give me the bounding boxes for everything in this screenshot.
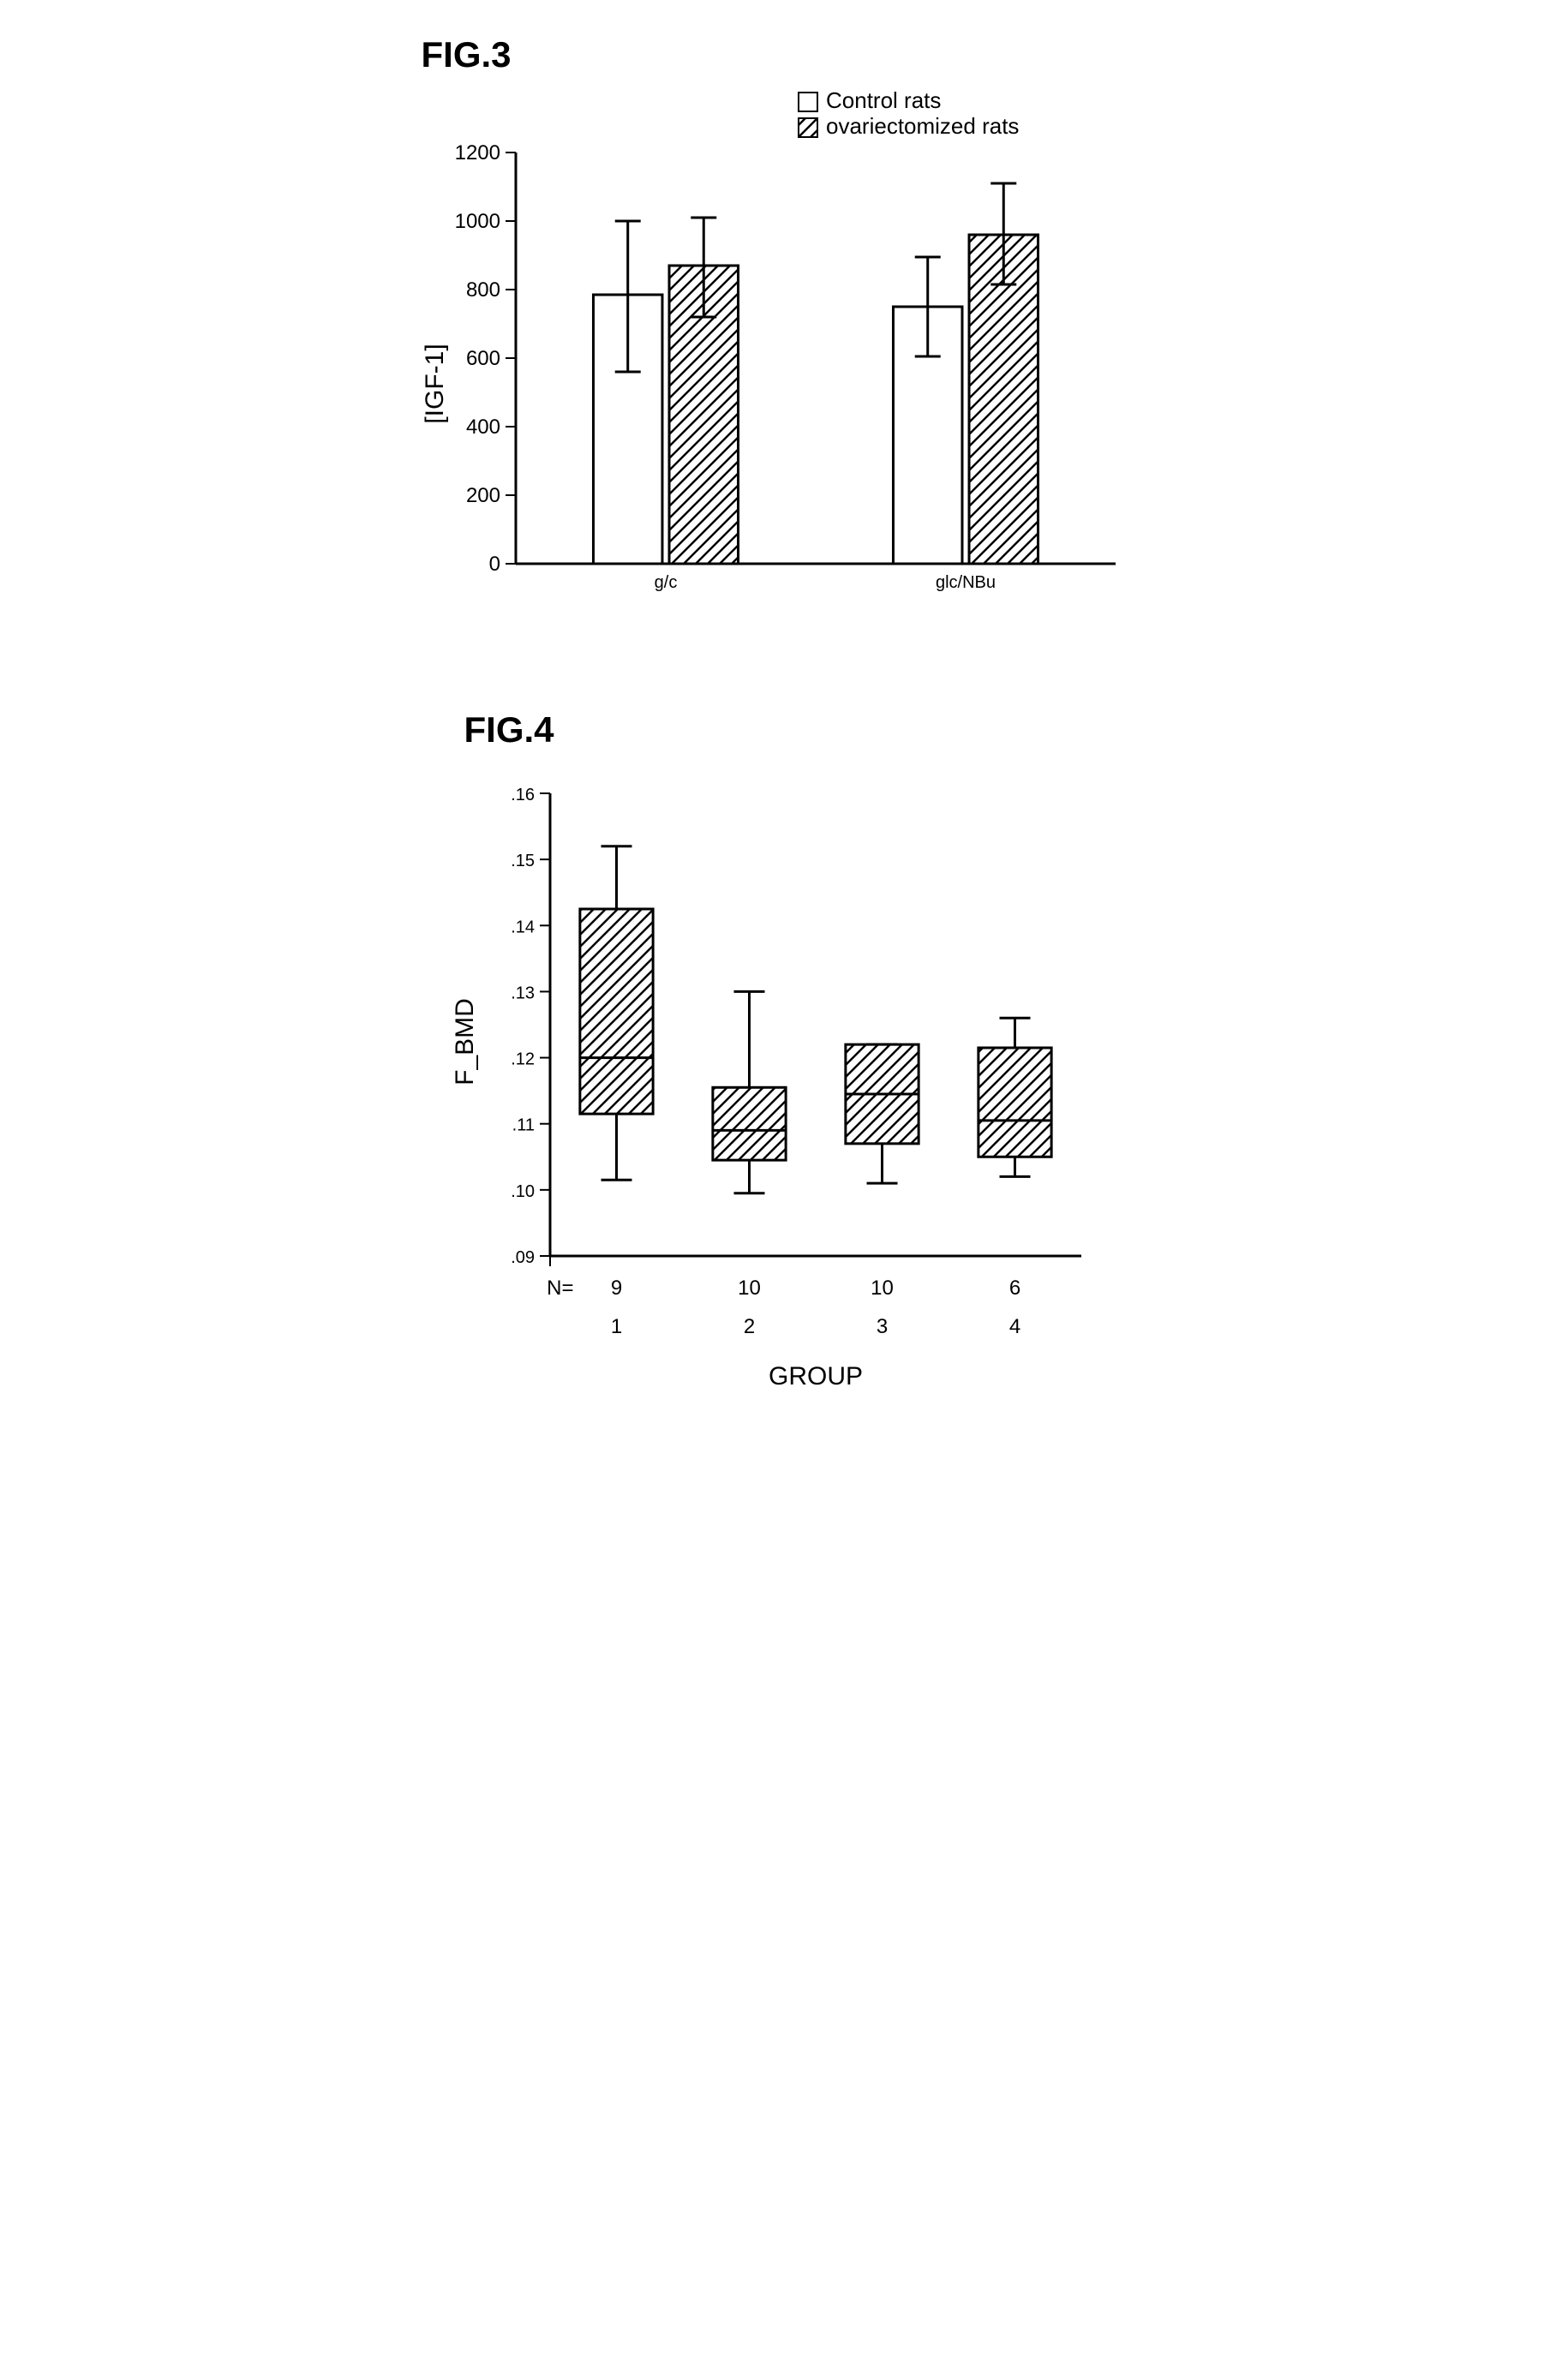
box — [712, 1087, 785, 1160]
svg-text:600: 600 — [465, 347, 500, 370]
group-value: 3 — [876, 1315, 887, 1338]
svg-text:.13: .13 — [511, 984, 535, 1002]
svg-text:800: 800 — [465, 278, 500, 302]
x-tick-labels: g/c glc/NBu — [654, 573, 995, 592]
svg-text:1200: 1200 — [454, 141, 500, 164]
svg-text:.14: .14 — [511, 918, 535, 936]
bars-group — [593, 183, 1038, 564]
y-ticks: .09 .10 .11 .12 .13 .14 .15 .16 — [511, 786, 550, 1267]
figure-4-svg: .09 .10 .11 .12 .13 .14 .15 .16 9 1 10 2 10 3 6 4 F_BM… — [396, 759, 1167, 1427]
box — [978, 1048, 1050, 1157]
n-value: 6 — [1008, 1277, 1020, 1300]
n-value: 9 — [610, 1277, 621, 1300]
legend-label-ovx: ovariectomized rats — [826, 113, 1019, 139]
n-value: 10 — [738, 1277, 761, 1300]
svg-text:.10: .10 — [511, 1182, 535, 1201]
svg-text:1000: 1000 — [454, 210, 500, 233]
x-tick-label: g/c — [654, 573, 677, 592]
plot-area-3: 0 200 400 600 800 1000 1200 g/c glc/NBu [IGF-1] — [421, 141, 1116, 592]
x-meta: 9 1 10 2 10 3 6 4 — [610, 1277, 1020, 1338]
y-ticks: 0 200 400 600 800 1000 1200 — [454, 141, 515, 576]
legend: Control rats ovariectomized rats — [799, 87, 1019, 139]
y-axis-label: F_BMD — [451, 998, 479, 1085]
x-tick-label: glc/NBu — [935, 573, 995, 592]
svg-text:.12: .12 — [511, 1050, 535, 1069]
svg-text:.15: .15 — [511, 852, 535, 870]
svg-text:200: 200 — [465, 484, 500, 507]
box — [579, 909, 652, 1114]
svg-text:.11: .11 — [512, 1116, 534, 1135]
svg-text:.09: .09 — [511, 1248, 535, 1267]
legend-label-control: Control rats — [826, 87, 941, 113]
svg-text:0: 0 — [488, 553, 500, 576]
group-value: 2 — [743, 1315, 754, 1338]
svg-text:400: 400 — [465, 416, 500, 439]
legend-swatch-ovx — [799, 118, 817, 137]
boxes-group — [579, 846, 1050, 1193]
figure-3-title: FIG.3 — [422, 34, 1167, 75]
figure-3-svg: Control rats ovariectomized rats 0 200 400… — [396, 84, 1167, 641]
legend-swatch-control — [799, 93, 817, 111]
n-value: 10 — [871, 1277, 894, 1300]
plot-area-4: .09 .10 .11 .12 .13 .14 .15 .16 9 1 10 2 10 3 6 4 F_BM… — [451, 786, 1081, 1390]
figure-3: FIG.3 Control rats ovariectomized rats 0… — [396, 34, 1167, 641]
figure-4: FIG.4 .09 .10 .11 .12 .13 .14 .15 .16 9 1 10 2 10 3 6… — [396, 709, 1167, 1427]
figure-4-title: FIG.4 — [464, 709, 1167, 750]
group-value: 1 — [610, 1315, 621, 1338]
group-value: 4 — [1008, 1315, 1020, 1338]
y-axis-label: [IGF-1] — [421, 344, 449, 423]
svg-text:.16: .16 — [511, 786, 535, 804]
n-prefix: N= — [547, 1277, 573, 1300]
x-axis-label: GROUP — [768, 1362, 862, 1390]
